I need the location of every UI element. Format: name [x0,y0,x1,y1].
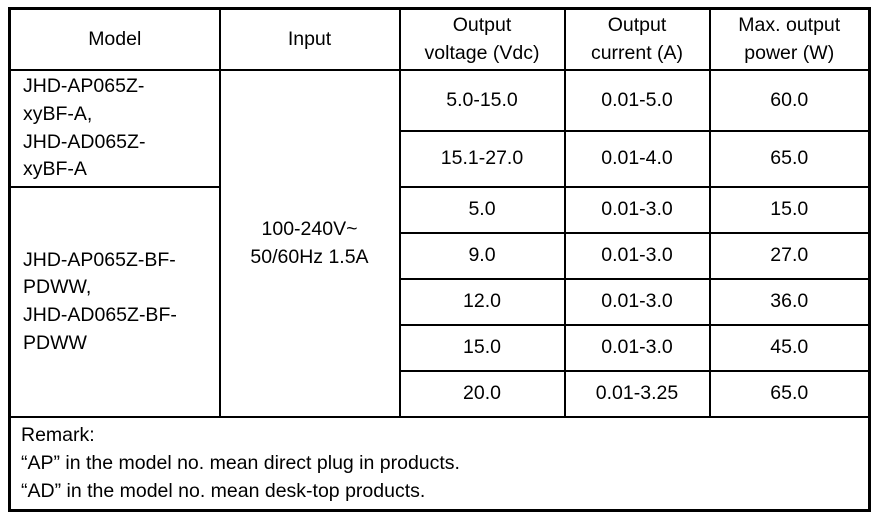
output-current-value: 0.01-5.0 [563,69,711,133]
output-current-value: 0.01-3.0 [563,186,711,235]
remark-text: Remark: “AP” in the model no. mean direc… [8,416,871,512]
max-power-value: 65.0 [708,370,871,419]
col-header-input: Input [218,7,401,72]
output-voltage-value: 5.0 [398,186,566,235]
output-current-value: 0.01-3.0 [563,278,711,327]
max-power-value: 60.0 [708,69,871,133]
model-group-bf-pdww: JHD-AP065Z-BF- PDWW, JHD-AD065Z-BF- PDWW [8,186,221,419]
remark-row: Remark: “AP” in the model no. mean direc… [8,416,871,512]
table-row: JHD-AP065Z- xyBF-A, JHD-AD065Z- xyBF-A 1… [8,69,871,419]
table-row: 12.0 0.01-3.0 36.0 [10,278,871,327]
table-row: 15.0 0.01-3.0 45.0 [10,324,871,373]
col-header-output-current: Output current (A) [563,7,711,72]
table-header-row: Model Input Output voltage (Vdc) Output … [8,7,871,72]
input-spec-cell: 100-240V~ 50/60Hz 1.5A [218,69,401,419]
max-power-value: 27.0 [708,232,871,281]
output-current-value: 0.01-4.0 [563,130,711,189]
table-row: 9.0 0.01-3.0 27.0 [10,232,871,281]
col-header-model: Model [8,7,221,72]
max-power-value: 36.0 [708,278,871,327]
col-header-max-output-power: Max. output power (W) [708,7,871,72]
output-current-value: 0.01-3.25 [563,370,711,419]
max-power-value: 15.0 [708,186,871,235]
max-power-value: 45.0 [708,324,871,373]
output-voltage-value: 20.0 [398,370,566,419]
power-spec-table: Model Input Output voltage (Vdc) Output … [8,7,871,512]
output-voltage-value: 5.0-15.0 [398,69,566,133]
output-voltage-value: 9.0 [398,232,566,281]
model-group-xybf-a: JHD-AP065Z- xyBF-A, JHD-AD065Z- xyBF-A [8,69,221,189]
output-voltage-value: 15.1-27.0 [398,130,566,189]
col-header-output-voltage: Output voltage (Vdc) [398,7,566,72]
output-voltage-value: 12.0 [398,278,566,327]
table-row: 20.0 0.01-3.25 65.0 [10,370,871,419]
output-current-value: 0.01-3.0 [563,232,711,281]
table-row: 15.1-27.0 0.01-4.0 65.0 [10,130,871,189]
table-row: JHD-AP065Z-BF- PDWW, JHD-AD065Z-BF- PDWW… [8,186,871,419]
max-power-value: 65.0 [708,130,871,189]
output-voltage-value: 15.0 [398,324,566,373]
output-current-value: 0.01-3.0 [563,324,711,373]
